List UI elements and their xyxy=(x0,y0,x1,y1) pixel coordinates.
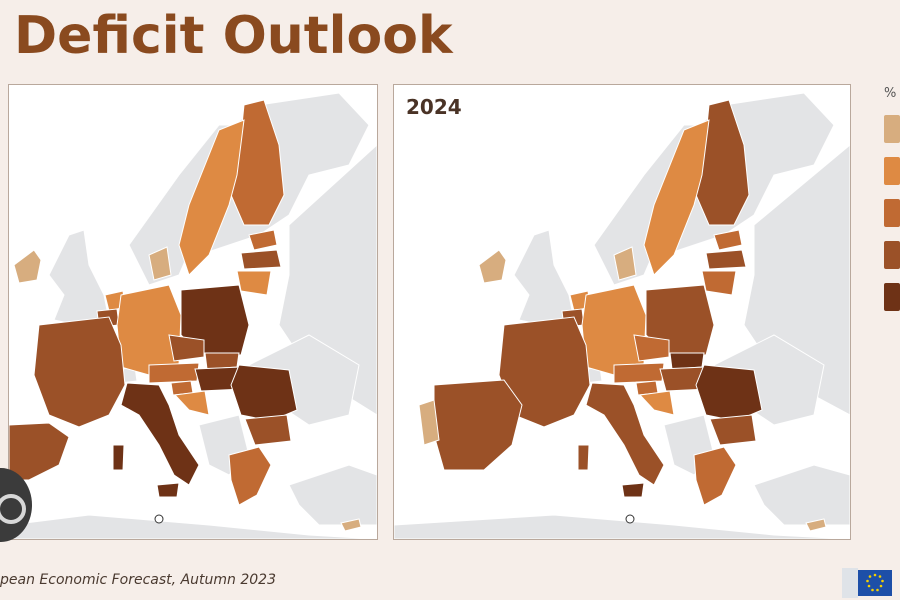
country-slovakia xyxy=(669,352,705,370)
country-greece xyxy=(228,446,272,506)
country-estonia xyxy=(248,229,278,251)
country-italy xyxy=(120,382,200,486)
country-croatia xyxy=(638,390,675,416)
land-turkey xyxy=(288,464,377,526)
map-left-svg xyxy=(9,92,377,539)
country-portugal xyxy=(418,399,440,446)
country-greece xyxy=(693,446,737,506)
country-ireland xyxy=(13,249,42,284)
country-poland xyxy=(180,284,250,356)
country-italy xyxy=(585,382,665,486)
map-panel-left xyxy=(8,84,378,540)
country-spain xyxy=(9,422,70,481)
country-sicily xyxy=(621,482,645,498)
legend-swatch-5 xyxy=(884,283,900,311)
country-lithuania xyxy=(236,270,272,296)
country-romania xyxy=(230,364,298,422)
land-turkey xyxy=(753,464,850,526)
land-north-africa xyxy=(9,514,377,539)
country-estonia xyxy=(713,229,743,251)
map-year-label-right: 2024 xyxy=(406,95,462,119)
country-germany xyxy=(581,284,647,376)
country-bulgaria xyxy=(244,414,292,446)
country-cyprus xyxy=(340,518,362,532)
country-cyprus xyxy=(805,518,827,532)
country-sardinia xyxy=(577,444,590,471)
legend-swatch-1 xyxy=(884,115,900,143)
country-ireland xyxy=(478,249,507,284)
country-austria xyxy=(613,362,665,384)
country-lithuania xyxy=(701,270,737,296)
country-czechia xyxy=(168,334,205,362)
country-denmark xyxy=(613,246,637,281)
country-poland xyxy=(645,284,715,356)
country-romania xyxy=(695,364,763,422)
legend-swatch-2 xyxy=(884,157,900,185)
country-denmark xyxy=(148,246,172,281)
land-north-africa xyxy=(394,514,850,539)
map-panel-right: 2024 xyxy=(393,84,851,540)
land-uk xyxy=(513,229,575,326)
country-germany xyxy=(116,284,182,376)
country-bulgaria xyxy=(709,414,757,446)
legend: % xyxy=(884,86,900,325)
country-sicily xyxy=(156,482,180,498)
country-sardinia xyxy=(112,444,125,471)
country-austria xyxy=(148,362,200,384)
country-latvia xyxy=(240,249,282,270)
country-sweden xyxy=(643,119,710,276)
land-uk xyxy=(48,229,110,326)
country-czechia xyxy=(633,334,670,362)
building-logo-icon xyxy=(842,568,858,598)
country-latvia xyxy=(705,249,747,270)
country-spain xyxy=(433,379,523,471)
legend-unit: % xyxy=(884,86,897,101)
legend-swatch-3 xyxy=(884,199,900,227)
country-france xyxy=(33,316,126,428)
country-slovakia xyxy=(204,352,240,370)
source-caption: pean Economic Forecast, Autumn 2023 xyxy=(0,572,276,588)
country-croatia xyxy=(173,390,210,416)
eu-flag-icon xyxy=(858,570,892,596)
malta-marker-icon xyxy=(154,514,164,524)
map-right-svg xyxy=(394,92,850,539)
legend-swatch-4 xyxy=(884,241,900,269)
country-sweden xyxy=(178,119,245,276)
page-title: Deficit Outlook xyxy=(14,6,453,66)
malta-marker-icon xyxy=(625,514,635,524)
